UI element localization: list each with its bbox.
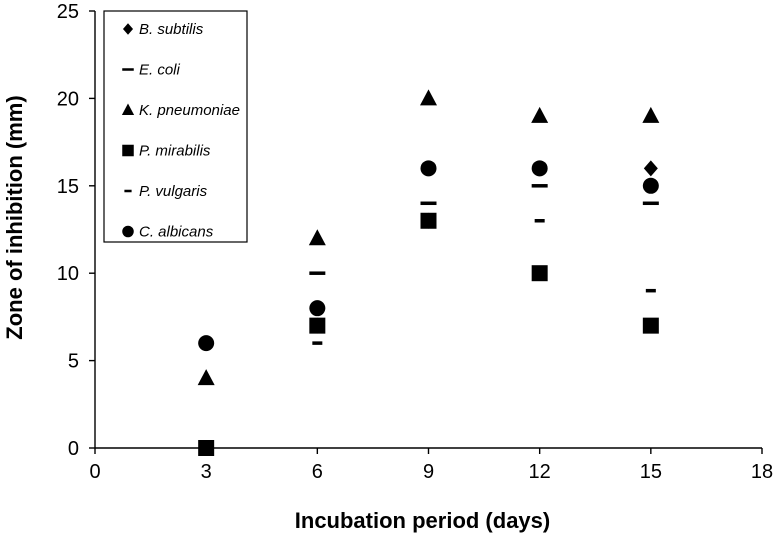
data-point-c-albicans [198, 335, 215, 352]
data-point-c-albicans [309, 300, 326, 317]
legend-label-e-coli: E. coli [139, 62, 181, 79]
data-point-p-vulgaris [645, 288, 656, 293]
series-c-albicans [198, 160, 659, 352]
y-tick-label: 5 [68, 351, 79, 373]
legend-label-k-pneumoniae: K. pneumoniae [139, 102, 240, 119]
data-point-p-mirabilis [420, 212, 437, 229]
chart-marks [197, 89, 660, 456]
legend-label-p-mirabilis: P. mirabilis [139, 143, 211, 160]
legend-label-p-vulgaris: P. vulgaris [139, 183, 208, 200]
data-point-k-pneumoniae [420, 89, 437, 106]
x-axis-title: Incubation period (days) [295, 508, 550, 533]
y-tick-label: 15 [57, 176, 79, 198]
y-tick-label: 0 [68, 438, 79, 460]
y-tick-label: 20 [57, 88, 79, 110]
data-point-k-pneumoniae [197, 369, 215, 386]
legend-label-b-subtilis: B. subtilis [139, 21, 204, 38]
legend-symbol-b-subtilis [122, 23, 134, 35]
data-point-k-pneumoniae [308, 229, 326, 246]
x-tick-label: 18 [751, 461, 773, 483]
y-tick-label: 10 [57, 263, 79, 285]
legend-symbol-p-vulgaris [124, 189, 132, 193]
data-point-k-pneumoniae [531, 106, 549, 123]
series-p-vulgaris [312, 219, 656, 345]
x-tick-label: 6 [312, 461, 323, 483]
data-point-c-albicans [420, 160, 437, 177]
series-e-coli [309, 184, 659, 275]
data-point-p-vulgaris [534, 219, 545, 223]
data-point-e-coli [531, 184, 548, 188]
data-point-p-mirabilis [642, 317, 659, 334]
data-point-p-vulgaris [312, 341, 323, 345]
legend-symbol-c-albicans [122, 225, 134, 238]
data-point-p-mirabilis [309, 317, 326, 334]
x-tick-label: 9 [423, 461, 434, 483]
data-point-p-mirabilis [198, 440, 215, 456]
x-tick-label: 0 [89, 461, 100, 483]
legend-frame [103, 10, 248, 243]
data-point-c-albicans [531, 160, 548, 177]
x-tick-label: 15 [640, 461, 662, 483]
data-point-e-coli [420, 201, 437, 206]
x-tick-label: 12 [529, 461, 551, 483]
legend-symbol-e-coli [122, 68, 134, 71]
legend-label-c-albicans: C. albicans [139, 224, 214, 241]
y-tick-label: 25 [57, 1, 79, 23]
series-p-mirabilis [198, 212, 659, 456]
data-point-e-coli [642, 201, 659, 206]
data-point-e-coli [309, 271, 326, 275]
series-k-pneumoniae [197, 89, 660, 386]
x-tick-label: 3 [201, 461, 212, 483]
legend-symbol-k-pneumoniae [121, 103, 135, 116]
y-axis-title: Zone of inhibition (mm) [2, 95, 27, 339]
data-point-c-albicans [642, 177, 659, 194]
chart-legend: B. subtilis E. coli K. pneumoniae P. mirabi… [103, 10, 248, 243]
data-point-p-mirabilis [531, 265, 548, 282]
legend-symbol-p-mirabilis [122, 144, 134, 157]
data-point-k-pneumoniae [642, 106, 660, 123]
data-point-b-subtilis [643, 160, 658, 177]
